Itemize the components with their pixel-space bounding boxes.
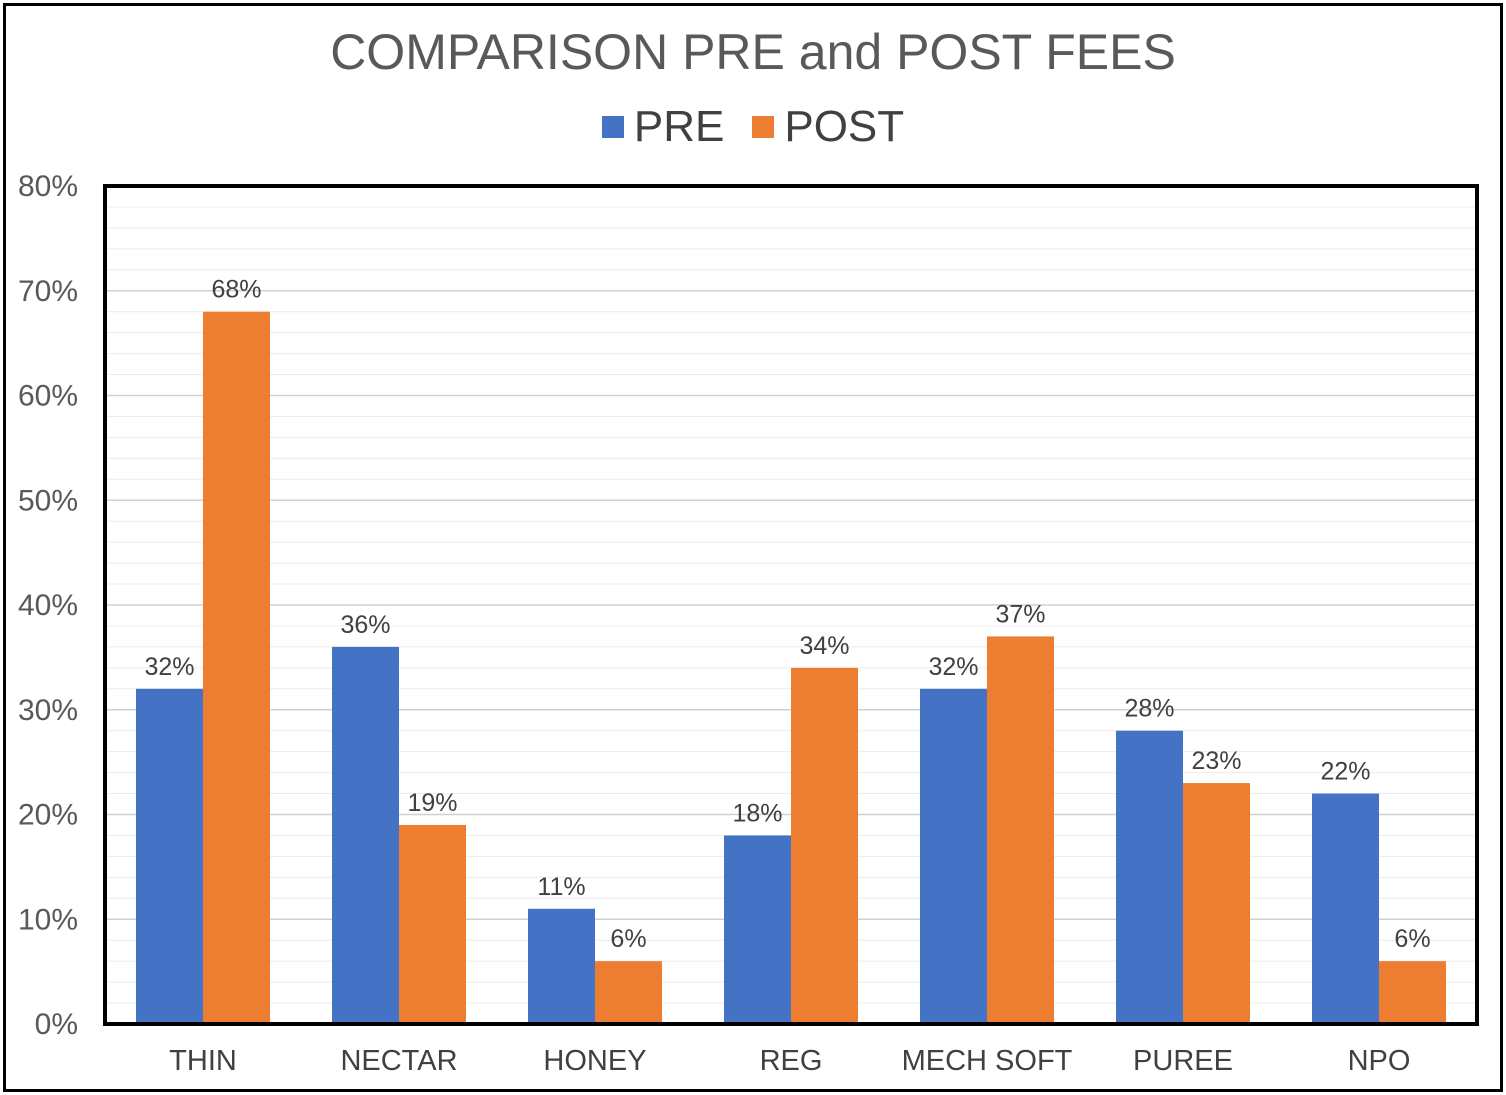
bar-post	[399, 824, 466, 1024]
legend-swatch-pre	[601, 116, 624, 138]
legend-item-pre: PRE	[601, 102, 725, 152]
data-label-pre: 36%	[340, 611, 390, 639]
legend-swatch-post	[752, 116, 775, 138]
x-tick-label: MECH SOFT	[902, 1045, 1073, 1077]
bar-pre	[332, 646, 399, 1024]
bar-post	[595, 961, 662, 1024]
x-tick-label: NECTAR	[340, 1045, 457, 1077]
legend-label-pre: PRE	[633, 102, 725, 151]
bar-pre	[136, 688, 203, 1024]
bar-pre	[724, 835, 791, 1024]
data-label-post: 23%	[1191, 747, 1241, 775]
y-tick-label: 0%	[35, 1008, 78, 1041]
bar-pre	[1312, 793, 1379, 1024]
data-label-pre: 22%	[1320, 758, 1370, 786]
legend-item-post: POST	[752, 102, 904, 152]
y-tick-label: 10%	[18, 903, 78, 936]
bar-post	[1379, 961, 1446, 1024]
x-tick-label: REG	[760, 1045, 823, 1077]
data-label-post: 6%	[610, 925, 646, 953]
bar-pre	[920, 688, 987, 1024]
y-tick-label: 50%	[18, 484, 78, 517]
data-label-pre: 32%	[928, 653, 978, 681]
plot-area-border	[103, 184, 1479, 1026]
chart-title: COMPARISON PRE and POST FEES	[330, 24, 1176, 80]
data-label-post: 37%	[995, 600, 1045, 628]
data-label-post: 19%	[407, 789, 457, 817]
bar-pre	[528, 908, 595, 1024]
data-label-post: 6%	[1394, 925, 1430, 953]
legend-label-post: POST	[784, 102, 905, 151]
bar-post	[1183, 783, 1250, 1024]
chart-legend: PRE POST	[0, 102, 1506, 152]
data-label-pre: 32%	[144, 653, 194, 681]
y-tick-label: 20%	[18, 799, 78, 832]
data-label-post: 68%	[211, 276, 261, 304]
bar-post	[203, 311, 270, 1024]
x-tick-label: NPO	[1348, 1045, 1411, 1077]
x-tick-label: HONEY	[543, 1045, 646, 1077]
y-tick-label: 80%	[18, 170, 78, 203]
bar-pre	[1116, 730, 1183, 1024]
x-tick-label: THIN	[169, 1045, 237, 1077]
bar-post	[791, 667, 858, 1024]
y-tick-label: 30%	[18, 694, 78, 727]
x-tick-label: PUREE	[1133, 1045, 1233, 1077]
data-label-pre: 18%	[732, 799, 782, 827]
bar-post	[987, 636, 1054, 1024]
y-tick-label: 70%	[18, 275, 78, 308]
data-label-post: 34%	[799, 632, 849, 660]
data-label-pre: 28%	[1124, 695, 1174, 723]
y-tick-label: 40%	[18, 589, 78, 622]
data-label-pre: 11%	[537, 873, 585, 901]
y-tick-label: 60%	[18, 380, 78, 413]
